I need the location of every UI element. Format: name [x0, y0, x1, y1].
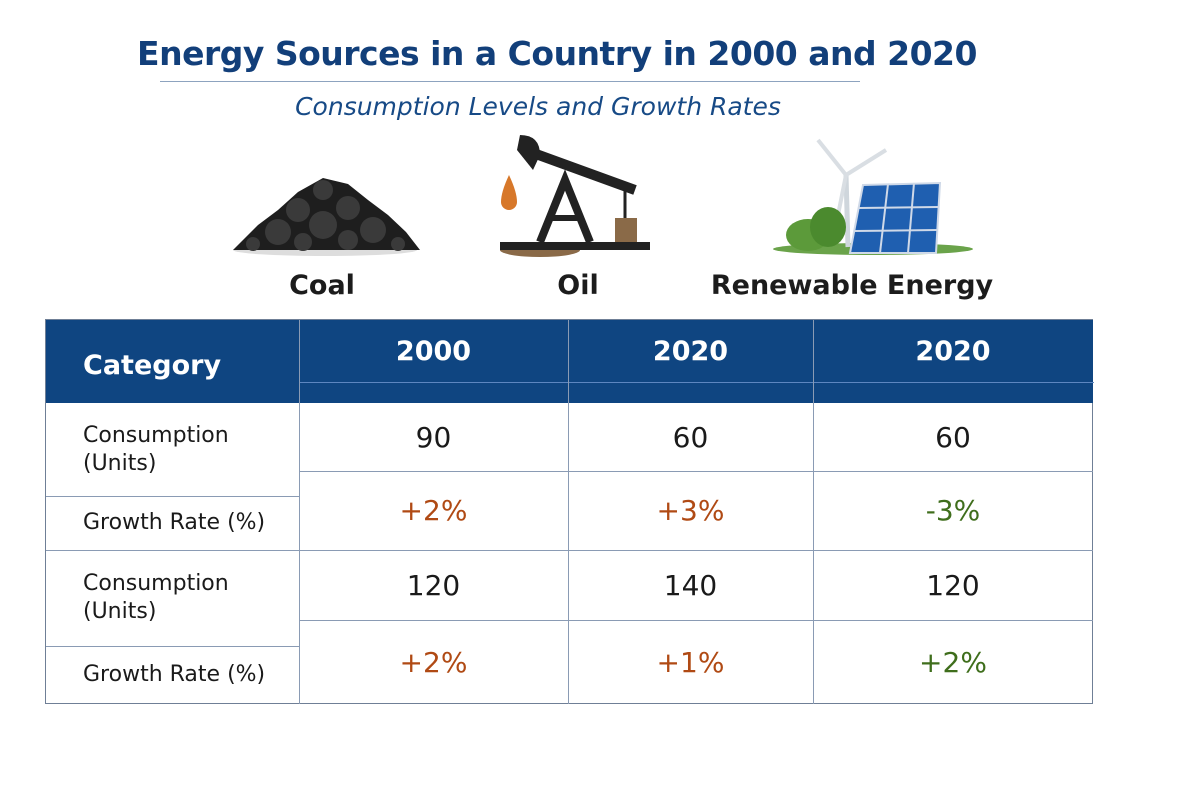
table-cell: 60 [672, 420, 709, 454]
table-cell: +3% [656, 494, 725, 527]
table-cell: +1% [656, 645, 725, 679]
grid-line [46, 550, 1093, 551]
row-label: Growth Rate (%) [83, 662, 266, 687]
grid-line [299, 620, 1093, 621]
table-cell: 120 [926, 568, 980, 602]
energy-table: Category 2000 2020 2020 Consumption (Uni… [45, 319, 1094, 704]
oil-pump-icon [500, 135, 650, 257]
row-label: Growth Rate (%) [83, 510, 266, 535]
page-title: Energy Sources in a Country in 2000 and … [137, 34, 977, 73]
source-label-coal: Coal [289, 270, 355, 301]
header-year: 2000 [299, 320, 568, 403]
header-category: Category [46, 320, 299, 403]
source-label-oil: Oil [557, 270, 599, 301]
grid-line [813, 320, 814, 704]
row-label: Consumption (Units) [83, 571, 229, 624]
wind-solar-icon [773, 138, 973, 255]
source-label-renewable: Renewable Energy [710, 270, 994, 301]
table-cell: 140 [663, 568, 718, 602]
grid-line [46, 496, 299, 497]
table-cell: +2% [399, 494, 468, 527]
table-cell: 120 [406, 568, 461, 602]
table-cell: -3% [925, 494, 981, 527]
table-cell: 90 [415, 420, 452, 454]
header-year: 2020 [813, 320, 1093, 403]
grid-line [299, 320, 300, 704]
header-divider [299, 382, 1094, 383]
grid-line [568, 320, 569, 704]
coal-pile-icon [233, 178, 420, 256]
table-cell: 60 [935, 420, 971, 454]
grid-line [46, 646, 299, 647]
page-subtitle: Consumption Levels and Growth Rates [295, 92, 781, 121]
table-cell: +2% [399, 645, 468, 679]
title-divider [160, 81, 860, 82]
grid-line [299, 471, 1093, 472]
table-cell: +2% [919, 645, 987, 679]
header-year: 2020 [568, 320, 813, 403]
row-label: Consumption (Units) [83, 422, 229, 476]
